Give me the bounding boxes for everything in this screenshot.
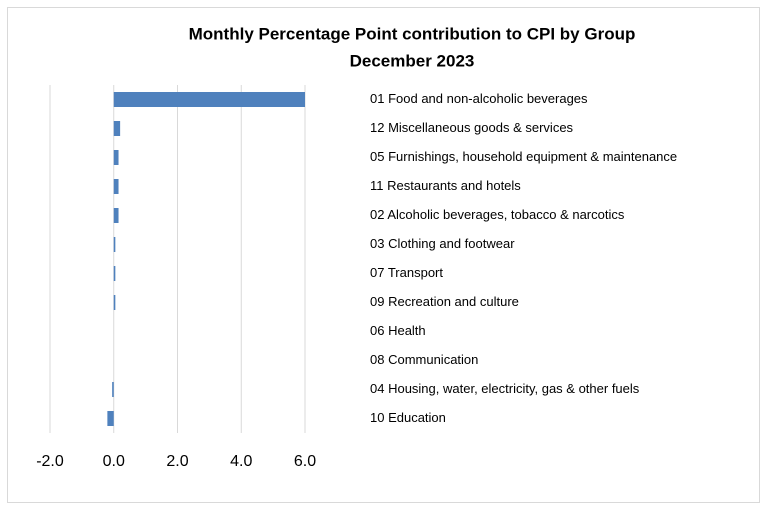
x-tick-label: -2.0 [36,453,64,470]
category-label: 01 Food and non-alcoholic beverages [370,91,588,106]
x-tick-label: 2.0 [166,453,188,470]
x-tick-label: 4.0 [230,453,252,470]
chart-subtitle: December 2023 [350,51,475,70]
category-label: 08 Communication [370,352,478,367]
bar [113,208,119,223]
chart-border [7,7,760,503]
x-tick-label: 0.0 [103,453,125,470]
bar [107,411,114,426]
category-label: 02 Alcoholic beverages, tobacco & narcot… [370,207,625,222]
category-label: 11 Restaurants and hotels [370,178,521,193]
bar [113,92,305,107]
category-label: 12 Miscellaneous goods & services [370,120,574,135]
category-label: 10 Education [370,410,446,425]
chart-title: Monthly Percentage Point contribution to… [189,24,636,43]
x-tick-label: 6.0 [294,453,316,470]
bar [113,179,119,194]
bar [113,266,116,281]
bar [113,150,119,165]
bar [112,382,114,397]
bar [113,237,116,252]
category-label: 07 Transport [370,265,443,280]
category-label: 04 Housing, water, electricity, gas & ot… [370,381,640,396]
bar [113,295,116,310]
bar [113,121,121,136]
category-label: 09 Recreation and culture [370,294,519,309]
category-label: 06 Health [370,323,426,338]
category-label: 03 Clothing and footwear [370,236,515,251]
category-label: 05 Furnishings, household equipment & ma… [370,149,677,164]
